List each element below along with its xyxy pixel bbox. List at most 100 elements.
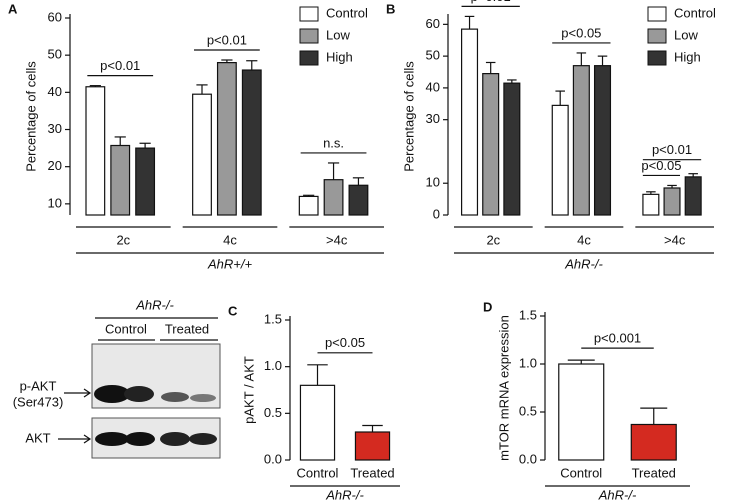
significance-label: p<0.01 (207, 32, 247, 47)
y-tick-label: 1.0 (519, 355, 537, 370)
legend-swatch (299, 6, 319, 22)
bar (348, 184, 369, 216)
legend-label: Low (674, 27, 698, 42)
significance-label: p<0.05 (641, 158, 681, 173)
legend-label: High (674, 49, 701, 64)
y-axis-label: Percentage of cells (401, 61, 416, 172)
y-tick-label: 40 (48, 84, 62, 99)
blot-band (189, 433, 217, 445)
bar (630, 423, 677, 461)
bar (241, 69, 262, 216)
significance-label: p<0.01 (100, 58, 140, 73)
y-tick-label: 20 (48, 158, 62, 173)
x-tick-label: 4c (577, 232, 591, 247)
y-tick-label: 1.5 (264, 311, 282, 326)
y-tick-label: 0.0 (264, 451, 282, 466)
bar (572, 65, 590, 216)
blot-lane: Control (105, 321, 147, 336)
x-axis-label: AhR-/- (325, 487, 364, 501)
x-tick-label: Control (560, 465, 602, 480)
bar (503, 82, 521, 216)
y-tick-label: 30 (426, 111, 440, 126)
bar (192, 93, 212, 216)
legend-label: Control (326, 5, 368, 20)
x-tick-label: 2c (486, 232, 500, 247)
bar (85, 86, 106, 216)
y-axis-label: mTOR mRNA expression (496, 315, 511, 461)
blot-band (125, 432, 155, 446)
x-tick-label: 4c (223, 232, 237, 247)
y-tick-label: 0 (433, 206, 440, 221)
blot-row-label: AKT (25, 430, 50, 445)
bar (216, 62, 237, 216)
x-tick-label: 2c (116, 232, 130, 247)
significance-label: p<0.001 (594, 331, 641, 346)
panel-letter: B (386, 1, 395, 16)
y-tick-label: 10 (48, 195, 62, 210)
y-tick-label: 1.5 (519, 307, 537, 322)
bar (684, 176, 702, 216)
blot-band (94, 385, 130, 403)
x-tick-label: Control (297, 465, 339, 480)
y-tick-label: 60 (426, 16, 440, 31)
x-tick-label: >4c (326, 232, 348, 247)
blot-arrow (58, 388, 92, 444)
legend-swatch (647, 28, 667, 44)
bar (354, 431, 391, 461)
bar (110, 144, 131, 216)
bar (482, 73, 500, 216)
bar (299, 384, 336, 461)
y-tick-label: 40 (426, 79, 440, 94)
blot-row-label: p-AKT (20, 378, 57, 393)
y-tick-label: 10 (426, 175, 440, 190)
significance-label: p<0.01 (652, 142, 692, 157)
y-tick-label: 0.0 (519, 451, 537, 466)
y-axis-label: pAKT / AKT (241, 356, 256, 424)
significance-label: n.s. (323, 135, 344, 150)
y-tick-label: 0.5 (264, 405, 282, 420)
blot-genotype: AhR-/- (135, 297, 174, 312)
y-tick-label: 50 (48, 47, 62, 62)
y-tick-label: 50 (426, 48, 440, 63)
x-tick-label: Treated (350, 465, 394, 480)
significance-label: p<0.01 (471, 0, 511, 4)
bar (551, 104, 569, 216)
x-axis-label: AhR-/- (598, 487, 637, 501)
x-tick-label: >4c (664, 232, 686, 247)
blot-lane: Treated (165, 321, 209, 336)
x-tick-label: Treated (632, 465, 676, 480)
blot-band (190, 394, 216, 402)
bar (663, 187, 681, 216)
y-tick-label: 60 (48, 9, 62, 24)
bar (323, 179, 344, 216)
significance-label: p<0.05 (561, 25, 601, 40)
x-axis-label: AhR-/- (564, 256, 603, 271)
legend-label: Control (674, 5, 716, 20)
legend-swatch (299, 28, 319, 44)
legend-swatch (647, 50, 667, 66)
bar (642, 193, 660, 216)
blot-band (161, 392, 189, 402)
panel-letter: C (228, 303, 238, 318)
bar (593, 65, 612, 216)
blot-row-label: (Ser473) (13, 394, 64, 409)
bar (558, 363, 605, 461)
bar (461, 28, 479, 216)
blot-band (124, 386, 154, 402)
x-axis-label: AhR+/+ (207, 256, 252, 271)
y-tick-label: 1.0 (264, 358, 282, 373)
western-blot: AhR-/- Control Treated p-AKT (Ser473) AK… (13, 297, 221, 459)
bar (135, 147, 156, 216)
legend-label: High (326, 49, 353, 64)
y-tick-label: 30 (48, 121, 62, 136)
bar (298, 195, 319, 216)
y-tick-label: 0.5 (519, 403, 537, 418)
blot-band (160, 432, 190, 446)
legend-swatch (299, 50, 319, 66)
significance-label: p<0.05 (325, 335, 365, 350)
blot-band (95, 432, 129, 446)
panel-letter: A (8, 1, 18, 16)
panel-letter: D (483, 299, 492, 314)
y-axis-label: Percentage of cells (23, 61, 38, 172)
